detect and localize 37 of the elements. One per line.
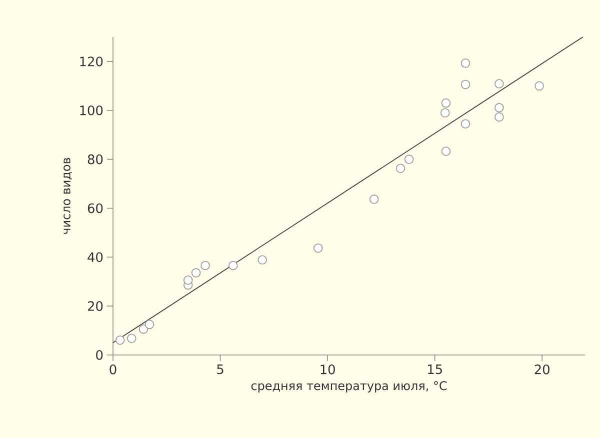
point	[313, 243, 323, 253]
point	[258, 255, 267, 264]
point	[460, 58, 470, 68]
x-tick-label: 15	[428, 364, 442, 374]
point	[460, 119, 470, 128]
y-tick-label: 80	[88, 154, 103, 164]
y-tick-label: 120	[80, 56, 103, 66]
point	[369, 194, 379, 204]
point	[228, 260, 238, 270]
point	[138, 324, 148, 334]
point	[404, 154, 414, 164]
point	[115, 335, 125, 345]
y-tick-label: 100	[80, 105, 103, 116]
point	[127, 334, 136, 343]
x-tick-label: 20	[534, 364, 550, 374]
point	[441, 146, 451, 156]
y-tick-label: 40	[88, 252, 103, 262]
y-axis-title: число видов	[64, 158, 72, 234]
y-tick-label: 0	[96, 350, 103, 360]
point	[441, 98, 451, 108]
point	[183, 276, 193, 285]
y-tick-label: 60	[88, 203, 103, 214]
point	[534, 81, 544, 91]
point	[494, 112, 504, 122]
y-tick-label: 20	[88, 301, 103, 311]
x-axis-title: средняя температура июля, °C	[251, 381, 447, 393]
point	[396, 164, 406, 173]
x-tick-label: 5	[217, 364, 224, 374]
x-tick-label: 10	[320, 364, 335, 374]
point	[440, 108, 450, 118]
point	[494, 103, 504, 112]
point	[144, 320, 154, 330]
point	[191, 268, 201, 278]
x-tick-label: 0	[110, 364, 116, 374]
point	[200, 260, 210, 270]
point	[460, 80, 470, 90]
point	[494, 79, 504, 88]
